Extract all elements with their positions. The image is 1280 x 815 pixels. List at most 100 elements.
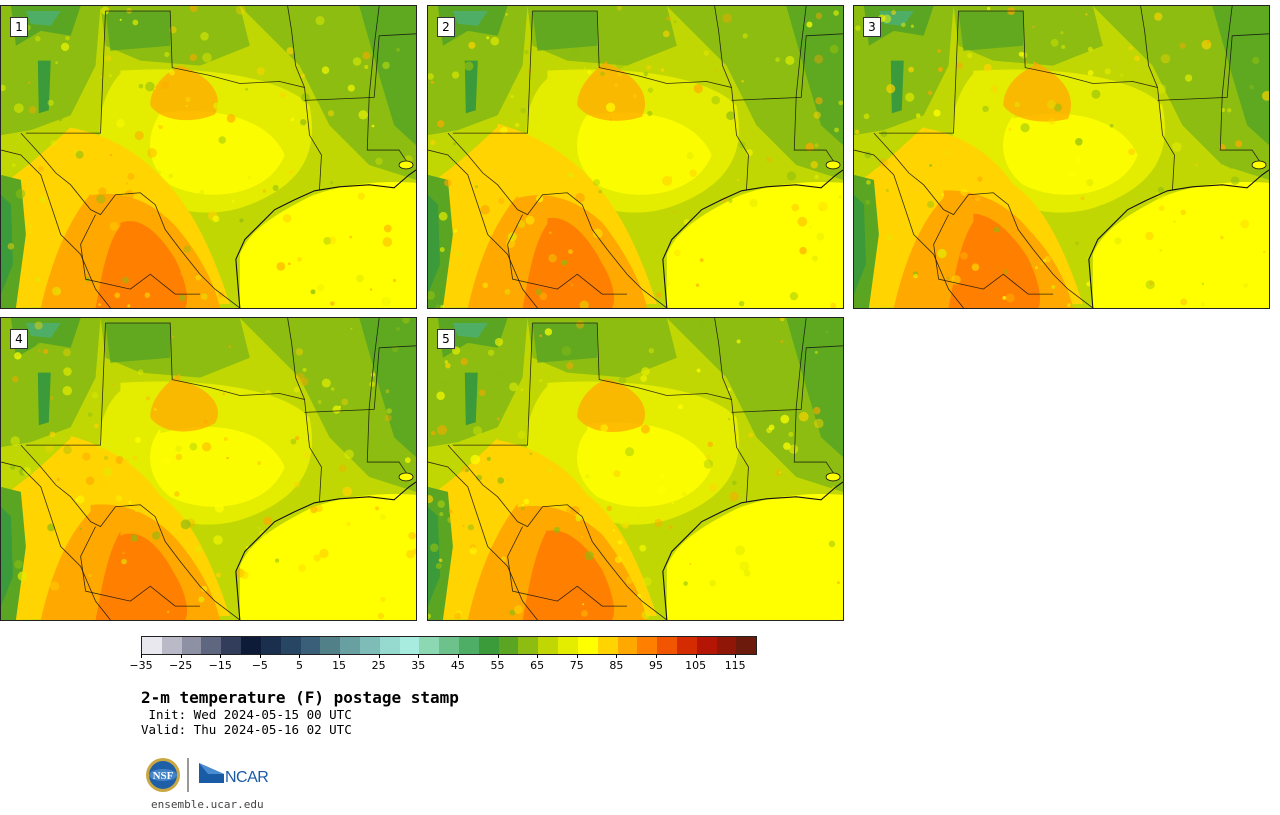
colorbar-tick <box>537 654 539 658</box>
colorbar-swatch <box>340 637 360 654</box>
interior-hot-region <box>150 111 285 195</box>
colorbar-tick <box>655 654 657 658</box>
oklahoma-arkansas-border <box>287 6 305 88</box>
gulf-coastline <box>662 169 843 308</box>
hottest-region <box>95 531 188 620</box>
colorbar-tick <box>259 654 261 658</box>
colorbar-tick-label: −5 <box>251 659 268 672</box>
colorbar-swatch <box>736 637 757 654</box>
colorbar-tick <box>378 654 380 658</box>
colorbar-swatch <box>379 637 400 654</box>
interior-hot-region <box>577 422 712 507</box>
mexico-state-border <box>1 461 111 620</box>
field-texture <box>10 318 416 620</box>
colorbar-tick-label: 115 <box>724 659 746 672</box>
colorbar-swatch <box>459 637 479 654</box>
colorbar-swatch <box>280 637 301 654</box>
arkansas-louisiana-border <box>304 33 416 101</box>
stamp-panel-3: 3 <box>853 5 1270 309</box>
gulf-coastline <box>1088 169 1269 308</box>
hottest-region <box>948 213 1041 308</box>
colorbar-tick <box>418 654 420 658</box>
mississippi-river <box>366 6 410 166</box>
panel-number-label: 2 <box>437 17 455 37</box>
gulf-of-mexico <box>1092 181 1269 308</box>
lake-pontchartrain <box>398 160 414 170</box>
central-warm-patch <box>577 378 646 433</box>
mexico-state-border-2 <box>80 526 201 607</box>
central-warm-patch <box>150 65 219 121</box>
mountain-ridge <box>37 372 51 426</box>
stamp-panel-1: 1 <box>0 5 417 309</box>
panhandle-cool-region <box>105 10 171 51</box>
temperature-map-3 <box>854 6 1269 308</box>
rio-grande-border <box>447 132 668 308</box>
mexico-state-border <box>428 461 538 620</box>
lake-pontchartrain <box>825 472 841 482</box>
lake-pontchartrain <box>825 160 841 170</box>
field-texture <box>428 6 843 308</box>
stamp-panel-2: 2 <box>427 5 844 309</box>
init-time: Init: Wed 2024-05-15 00 UTC <box>141 707 352 722</box>
central-warm-patch <box>150 373 219 432</box>
gulf-coastline <box>235 481 416 620</box>
new-mexico-border <box>878 10 959 134</box>
texas-north-border <box>958 10 1175 190</box>
texas-north-border <box>532 322 749 502</box>
rio-grande-border <box>873 132 1094 308</box>
svg-text:NSF: NSF <box>153 770 174 782</box>
temperature-map-5 <box>428 318 843 620</box>
mississippi-river <box>793 318 837 478</box>
colorbar-tick <box>616 654 618 658</box>
new-mexico-border <box>452 322 533 446</box>
colorbar-tick-label: 95 <box>648 659 663 672</box>
gulf-of-mexico <box>239 493 416 620</box>
new-mexico-border <box>452 10 533 134</box>
mountain-cold-peak <box>452 10 488 26</box>
texas-north-border <box>105 322 322 502</box>
mississippi-river <box>1219 6 1263 166</box>
arkansas-louisiana-border <box>1157 33 1269 101</box>
stamp-panel-5: 5 <box>427 317 844 621</box>
rio-grande-border <box>20 132 241 308</box>
oklahoma-arkansas-border <box>1140 6 1158 88</box>
rio-grande-border <box>20 444 241 620</box>
interior-hot-region <box>150 426 285 507</box>
colorbar-tick <box>735 654 737 658</box>
colorbar-tick <box>141 654 142 658</box>
colorbar-swatch <box>241 637 261 654</box>
colorbar-swatch <box>617 637 638 654</box>
colorbar-tick-label: 75 <box>569 659 584 672</box>
colorbar-tick-label: 35 <box>411 659 426 672</box>
colorbar-swatch <box>399 637 420 654</box>
gulf-of-mexico <box>239 181 416 308</box>
temperature-map-4 <box>1 318 416 620</box>
colorbar-tick-label: −15 <box>208 659 232 672</box>
colorbar-swatch <box>221 637 242 654</box>
colorbar-tick <box>497 654 499 658</box>
gulf-coastline <box>235 169 416 308</box>
oklahoma-arkansas-border <box>287 318 305 400</box>
colorbar-tick <box>457 654 459 658</box>
mississippi-river <box>366 318 410 478</box>
colorbar-swatch <box>181 637 202 654</box>
sierra-madre-cool-region <box>1 506 13 607</box>
arkansas-louisiana-border <box>731 33 843 101</box>
colorbar-tick-label: 15 <box>332 659 347 672</box>
ncar-logo-icon: NCAR <box>199 763 269 786</box>
colorbar-swatch <box>518 637 539 654</box>
colorbar-swatch <box>320 637 341 654</box>
mexico-state-border-2 <box>933 214 1054 295</box>
mississippi-river <box>793 6 837 166</box>
gulf-coastline <box>662 481 843 620</box>
central-warm-patch <box>577 60 646 121</box>
colorbar-tick <box>695 654 697 658</box>
mountain-cold-peak <box>25 10 61 26</box>
texas-north-border <box>105 10 322 190</box>
colorbar-swatch <box>696 637 717 654</box>
colorbar-swatch <box>637 637 658 654</box>
colorbar-tick <box>299 654 301 658</box>
colorbar-swatch <box>478 637 499 654</box>
sierra-madre-cool-region <box>1 194 13 295</box>
panhandle-cool-region <box>958 10 1024 51</box>
